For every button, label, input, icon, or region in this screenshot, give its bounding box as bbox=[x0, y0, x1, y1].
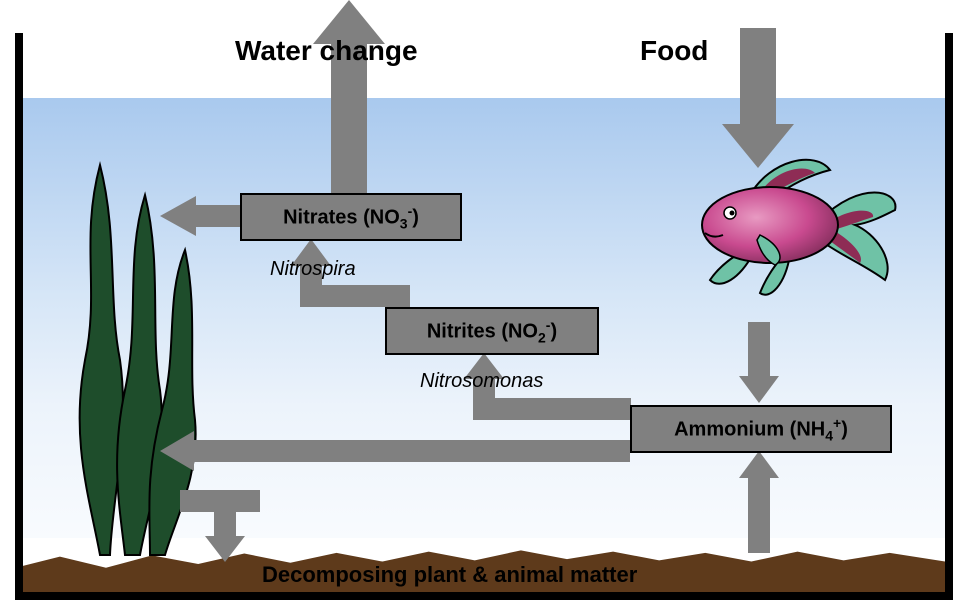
decomposing-label: Decomposing plant & animal matter bbox=[262, 562, 637, 588]
nitrates-text: Nitrates (NO3-) bbox=[283, 203, 419, 232]
nitrospira-label: Nitrospira bbox=[270, 258, 356, 281]
food-label: Food bbox=[640, 35, 708, 67]
nitrates-box: Nitrates (NO3-) bbox=[240, 193, 462, 241]
water-change-label: Water change bbox=[235, 35, 418, 67]
ammonium-box: Ammonium (NH4+) bbox=[630, 405, 892, 453]
tank-wall-right bbox=[945, 33, 953, 600]
nitrites-text: Nitrites (NO2-) bbox=[427, 317, 557, 346]
nitrogen-cycle-diagram: Water change Food Nitrates (NO3-) Nitrit… bbox=[0, 0, 968, 613]
nitrosomonas-label: Nitrosomonas bbox=[420, 370, 543, 393]
tank-wall-left bbox=[15, 33, 23, 600]
ammonium-text: Ammonium (NH4+) bbox=[674, 415, 848, 444]
nitrites-box: Nitrites (NO2-) bbox=[385, 307, 599, 355]
tank-wall-bottom bbox=[15, 592, 953, 600]
